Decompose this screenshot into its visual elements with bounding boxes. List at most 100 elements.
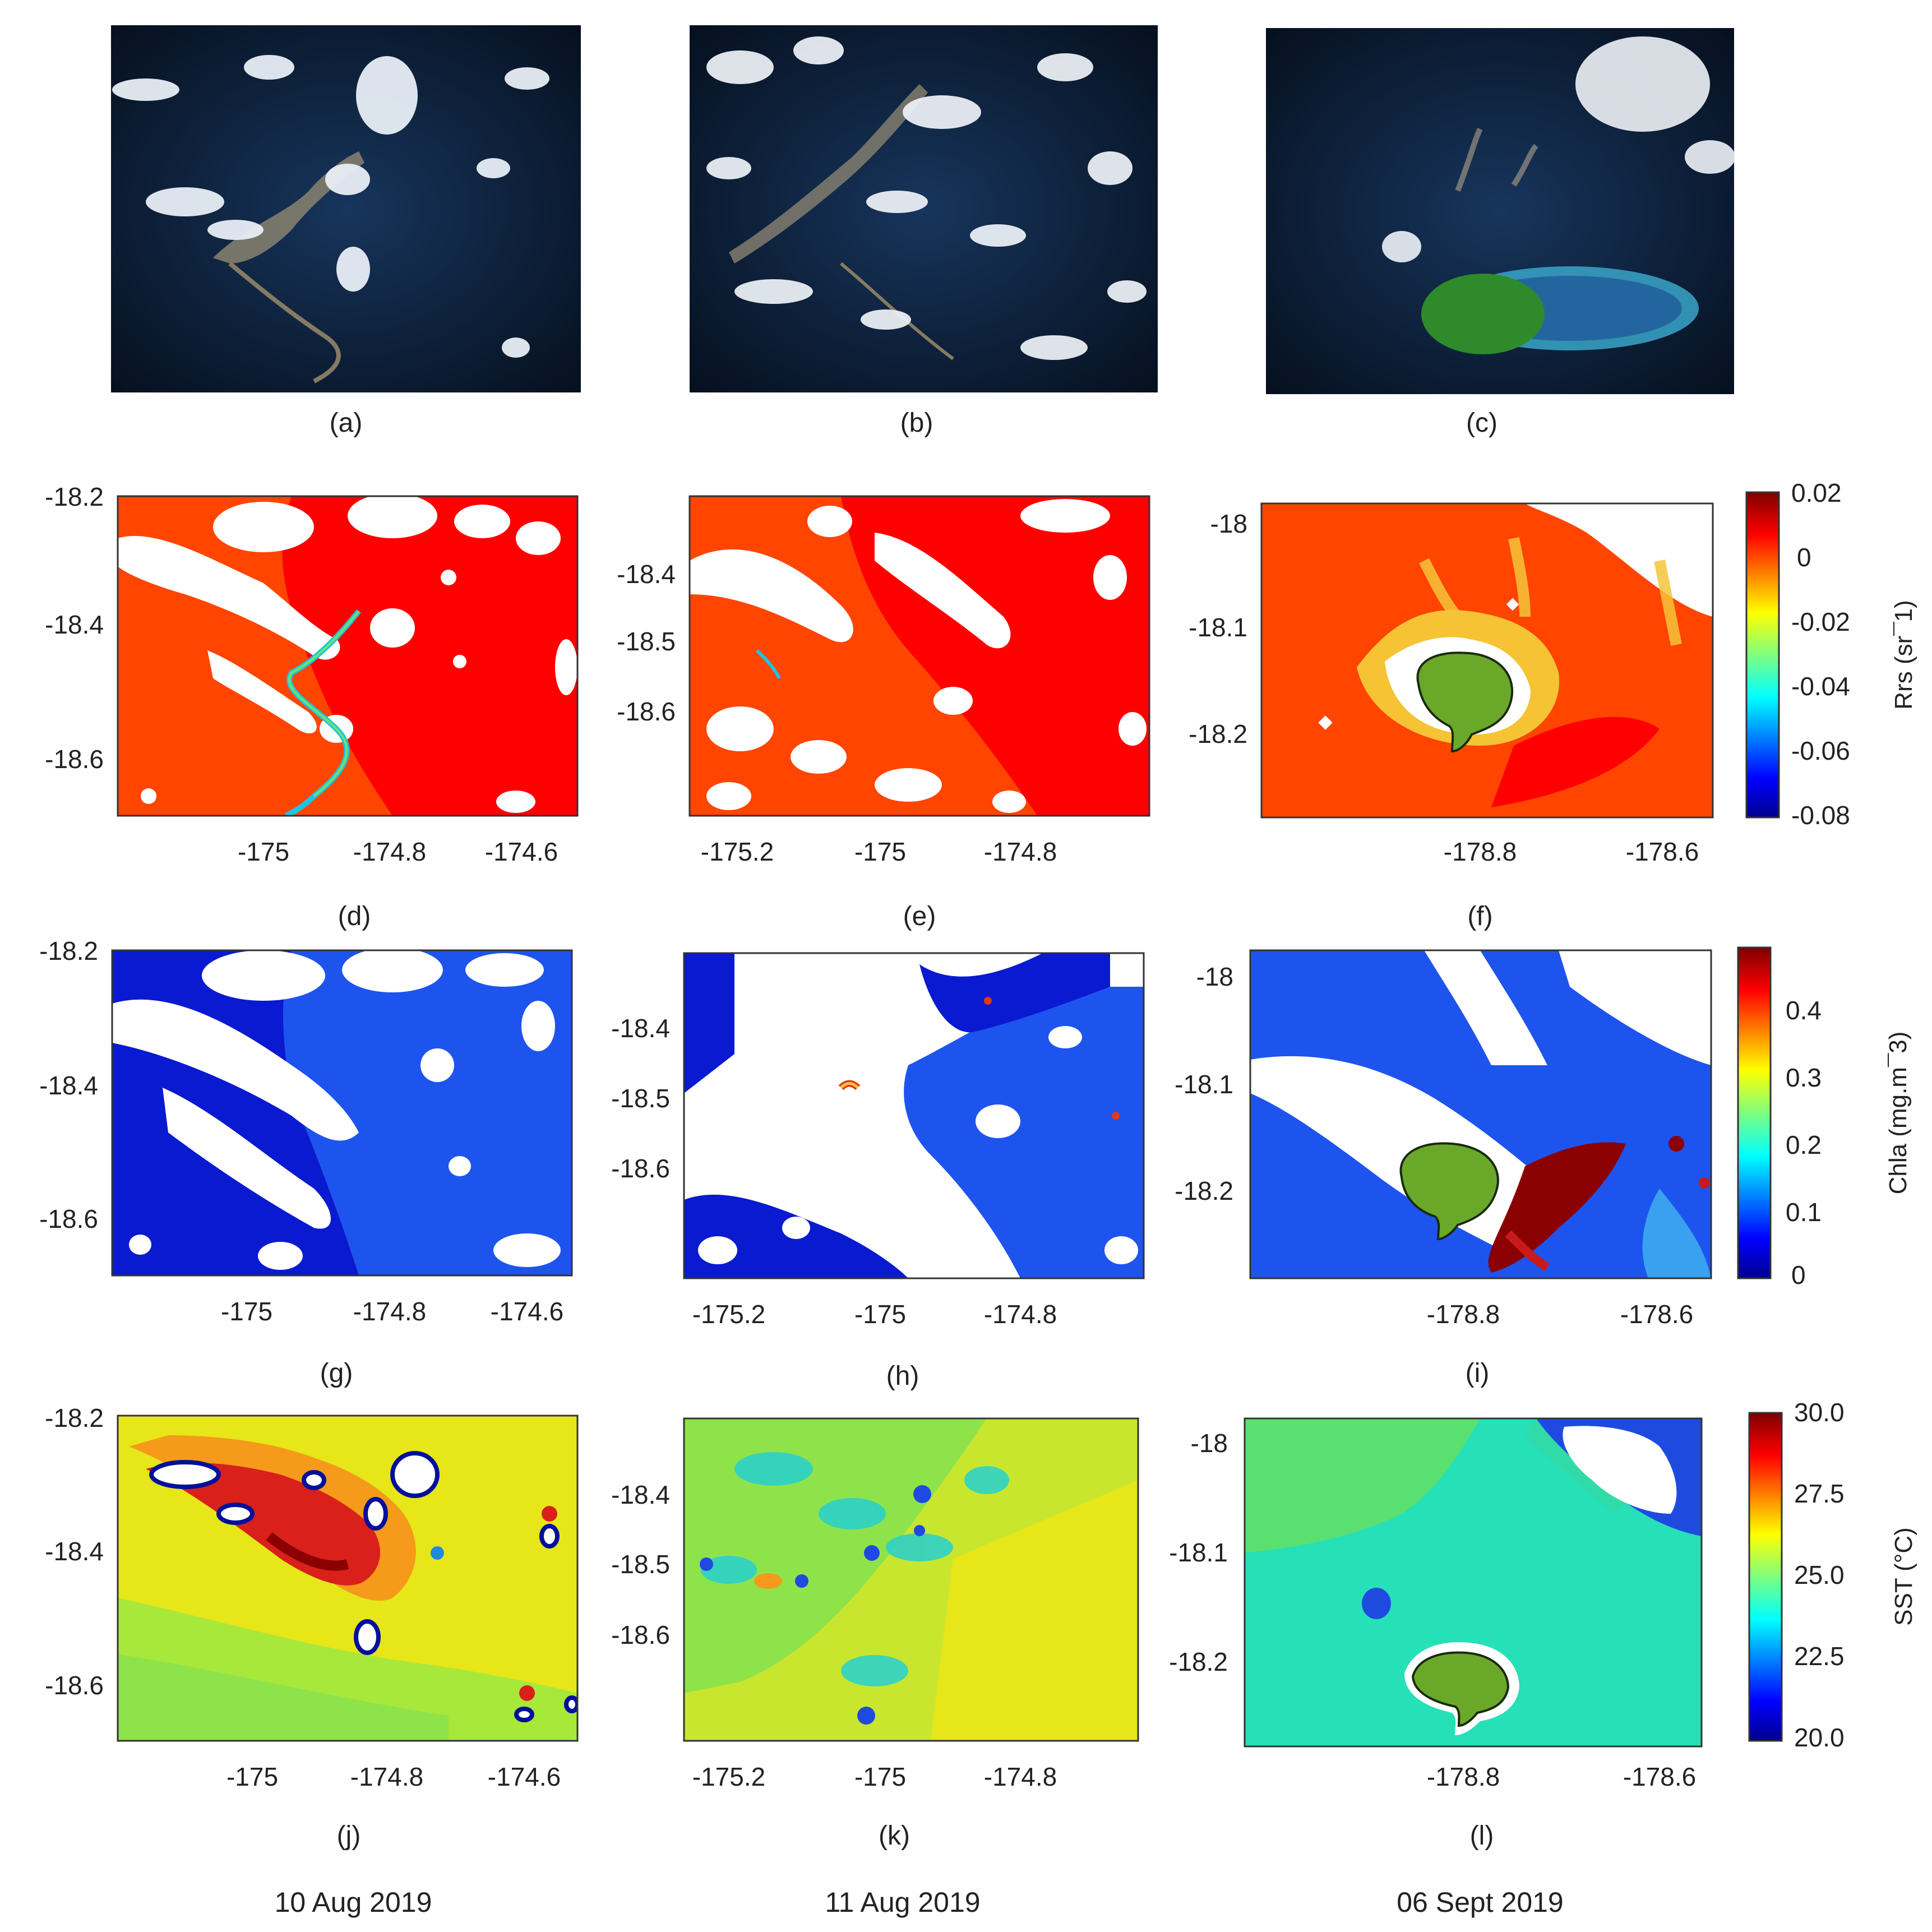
yticks-h: -18.4 -18.5 -18.6 [611, 1014, 670, 1183]
colorbar-tick: -0.08 [1791, 801, 1850, 830]
panel-label-h: (h) [886, 1361, 919, 1391]
xtick-label: -175 [854, 1300, 906, 1329]
map-panel-h [683, 952, 1145, 1279]
panel-label-g: (g) [320, 1358, 353, 1388]
map-panel-d [117, 495, 579, 817]
ytick-label: -18.1 [1175, 1070, 1233, 1099]
map-panel-e [688, 495, 1150, 817]
xtick-label: -178.8 [1427, 1300, 1500, 1329]
xticks-g: -175 -174.8 -174.6 [221, 1297, 563, 1326]
ytick-label: -18.4 [611, 1480, 670, 1509]
ytick-label: -18.1 [1169, 1538, 1228, 1567]
ytick-label: -18.5 [617, 627, 676, 656]
xtick-label: -178.8 [1427, 1762, 1500, 1791]
colorbar-tick: -0.04 [1791, 672, 1850, 701]
ytick-label: -18 [1196, 962, 1233, 991]
ytick-label: -18 [1191, 1429, 1228, 1458]
colorbar-rrs-gradient [1745, 491, 1780, 819]
ytick-label: -18.4 [45, 1537, 104, 1566]
xtick-label: -174.6 [485, 837, 558, 866]
ytick-label: -18.6 [617, 697, 676, 726]
colorbar-tick: 0.1 [1786, 1198, 1822, 1227]
map-panel-i [1249, 949, 1712, 1279]
ytick-label: -18.4 [617, 560, 676, 589]
panel-label-i: (i) [1466, 1358, 1490, 1388]
xtick-label: -175 [221, 1297, 272, 1326]
xtick-label: -175 [238, 837, 289, 866]
colorbar-tick: 0.4 [1786, 996, 1822, 1025]
xtick-label: -174.8 [984, 1762, 1057, 1791]
panel-label-d: (d) [338, 902, 371, 931]
satellite-image-a [111, 25, 581, 392]
ytick-label: -18.4 [45, 610, 104, 639]
ytick-label: -18.6 [611, 1154, 670, 1183]
date-label: 11 Aug 2019 [825, 1887, 980, 1918]
date-label: 06 Sept 2019 [1397, 1887, 1564, 1918]
xtick-label: -175.2 [692, 1762, 765, 1791]
xtick-label: -178.6 [1620, 1300, 1693, 1329]
xticks-e: -175.2 -175 -174.8 [701, 837, 1057, 866]
map-panel-f [1260, 502, 1714, 819]
ytick-label: -18 [1210, 509, 1247, 538]
map-panel-k [683, 1417, 1139, 1742]
ytick-label: -18.1 [1189, 613, 1247, 642]
panel-label-f: (f) [1467, 902, 1492, 931]
xticks-j: -175 -174.8 -174.6 [227, 1762, 561, 1791]
xtick-label: -175.2 [701, 837, 774, 866]
ytick-label: -18.6 [611, 1620, 670, 1649]
xticks-h: -175.2 -175 -174.8 [692, 1300, 1057, 1329]
xtick-label: -174.8 [984, 1300, 1057, 1329]
colorbar-tick: 0.2 [1786, 1130, 1822, 1159]
xtick-label: -174.8 [350, 1762, 423, 1791]
date-label: 10 Aug 2019 [275, 1887, 432, 1918]
colorbar-label: Rrs (sr¯1) [1890, 600, 1917, 709]
satellite-image-b [690, 25, 1158, 392]
panel-label-e: (e) [903, 902, 936, 931]
colorbar-tick: 22.5 [1794, 1642, 1845, 1671]
colorbar-tick: 0 [1791, 1260, 1806, 1289]
yticks-g: -18.2 -18.4 -18.6 [39, 936, 98, 1233]
colorbar-rrs: 0.02 0 -0.02 -0.04 -0.06 -0.08 Rrs (sr¯1… [1745, 478, 1917, 830]
xtick-label: -174.8 [353, 837, 426, 866]
xtick-label: -178.8 [1444, 837, 1517, 866]
yticks-l: -18 -18.1 -18.2 [1169, 1429, 1228, 1676]
colorbar-label: SST (°C) [1890, 1527, 1917, 1626]
colorbar-tick: 20.0 [1794, 1723, 1845, 1752]
xtick-label: -174.8 [984, 837, 1057, 866]
ytick-label: -18.6 [45, 745, 104, 774]
yticks-d: -18.2 -18.4 -18.6 [45, 482, 104, 774]
ytick-label: -18.4 [39, 1071, 98, 1100]
xtick-label: -178.6 [1626, 837, 1699, 866]
ytick-label: -18.4 [611, 1014, 670, 1043]
xticks-l: -178.8 -178.6 [1427, 1762, 1696, 1791]
panel-label-c: (c) [1466, 408, 1497, 438]
yticks-j: -18.2 -18.4 -18.6 [45, 1403, 104, 1700]
xticks-i: -178.8 -178.6 [1427, 1300, 1693, 1329]
xtick-label: -175 [854, 837, 906, 866]
panel-label-j: (j) [337, 1821, 361, 1851]
satellite-image-c [1266, 28, 1735, 394]
colorbar-tick: -0.06 [1791, 736, 1850, 765]
colorbar-tick: -0.02 [1791, 607, 1850, 636]
ytick-label: -18.2 [45, 1403, 104, 1432]
ytick-label: -18.2 [1175, 1176, 1233, 1205]
panel-label-l: (l) [1470, 1821, 1494, 1851]
xtick-label: -175 [854, 1762, 906, 1791]
xtick-label: -174.6 [488, 1762, 561, 1791]
xtick-label: -174.6 [491, 1297, 563, 1326]
colorbar-tick: 0.3 [1786, 1063, 1822, 1092]
yticks-k: -18.4 -18.5 -18.6 [611, 1480, 670, 1649]
colorbar-sst: 30.0 27.5 25.0 22.5 20.0 SST (°C) [1748, 1398, 1917, 1752]
colorbar-tick: 0 [1797, 543, 1811, 572]
ytick-label: -18.5 [611, 1084, 670, 1113]
ytick-label: -18.2 [45, 482, 104, 511]
colorbar-tick: 27.5 [1794, 1479, 1845, 1508]
ytick-label: -18.2 [39, 936, 98, 965]
map-panel-l [1244, 1417, 1703, 1748]
xtick-label: -175 [227, 1762, 278, 1791]
xtick-label: -175.2 [692, 1300, 765, 1329]
ytick-label: -18.2 [1169, 1647, 1228, 1676]
xticks-k: -175.2 -175 -174.8 [692, 1762, 1057, 1791]
map-panel-g [111, 949, 573, 1277]
panel-label-a: (a) [330, 408, 363, 438]
